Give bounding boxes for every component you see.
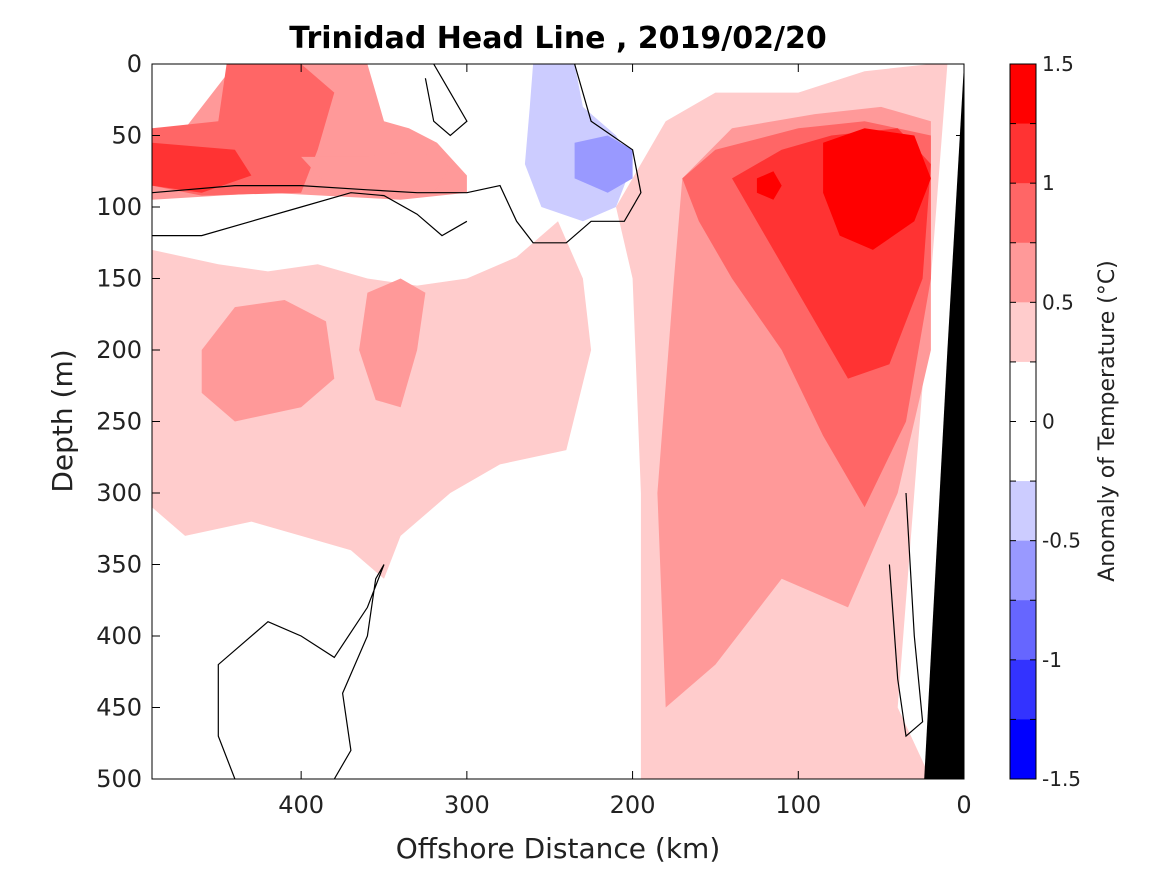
anomaly-region-14 (756, 171, 782, 200)
x-axis-label: Offshore Distance (km) (396, 832, 721, 865)
y-tick-label: 0 (127, 50, 142, 78)
colorbar-segment (1010, 183, 1036, 244)
chart-title: Trinidad Head Line , 2019/02/20 (289, 21, 826, 56)
colorbar-segment (1010, 302, 1036, 363)
colorbar-tick-label: -1 (1042, 648, 1062, 672)
y-tick-label: 250 (96, 408, 142, 436)
zero-contour-2 (217, 564, 385, 779)
zero-contour-3 (424, 64, 468, 137)
colorbar-segment (1010, 540, 1036, 601)
x-tick-label: 300 (444, 791, 490, 819)
anomaly-region-13 (823, 128, 931, 250)
x-tick-label: 0 (956, 791, 971, 819)
colorbar-tick-label: 1.5 (1042, 52, 1074, 76)
colorbar-segment (1010, 659, 1036, 720)
plot-area (151, 63, 965, 780)
zero-contour-0 (152, 64, 642, 244)
bathymetry-mask (924, 64, 964, 779)
anomaly-region-6 (301, 149, 451, 193)
colorbar-label: Anomaly of Temperature (°C) (1095, 260, 1120, 582)
zero-contour-4 (888, 492, 924, 738)
y-axis-label: Depth (m) (46, 349, 79, 492)
anomaly-region-2 (152, 142, 252, 193)
colorbar-tick-label: 0 (1042, 410, 1055, 434)
anomaly-region-8 (574, 135, 633, 193)
heatmap-layer (152, 64, 964, 779)
y-tick-label: 400 (96, 622, 142, 650)
colorbar-segment (1010, 64, 1036, 125)
anomaly-region-5 (359, 278, 426, 408)
zero-contour-1 (152, 192, 468, 237)
y-tick-label: 300 (96, 479, 142, 507)
colorbar-tick-label: -0.5 (1042, 529, 1081, 553)
y-tick-label: 500 (96, 765, 142, 793)
colorbar-segment (1010, 600, 1036, 661)
colorbar-segment (1010, 123, 1036, 184)
y-tick-label: 200 (96, 336, 142, 364)
y-tick-label: 350 (96, 551, 142, 579)
y-tick-label: 450 (96, 694, 142, 722)
colorbar-segment (1010, 361, 1036, 422)
anomaly-region-4 (201, 300, 335, 422)
y-tick-label: 150 (96, 265, 142, 293)
colorbar-segment (1010, 421, 1036, 482)
colorbar-tick-label: -1.5 (1042, 767, 1081, 791)
x-tick-label: 100 (775, 791, 821, 819)
y-tick-label: 100 (96, 193, 142, 221)
colorbar-tick-label: 0.5 (1042, 290, 1074, 314)
x-tick-label: 200 (610, 791, 656, 819)
x-tick-label: 400 (278, 791, 324, 819)
x-axis: 400 300 200 100 0 (278, 64, 972, 819)
colorbar-segment (1010, 242, 1036, 303)
colorbar: 1.5 1 0.5 0 -0.5 -1 -1.5 (1009, 52, 1081, 791)
y-tick-label: 50 (111, 122, 142, 150)
colorbar-segment (1010, 719, 1036, 780)
colorbar-tick-label: 1 (1042, 171, 1055, 195)
y-axis: 0 50 100 150 200 250 300 350 400 450 500 (96, 50, 964, 793)
colorbar-segment (1010, 481, 1036, 542)
